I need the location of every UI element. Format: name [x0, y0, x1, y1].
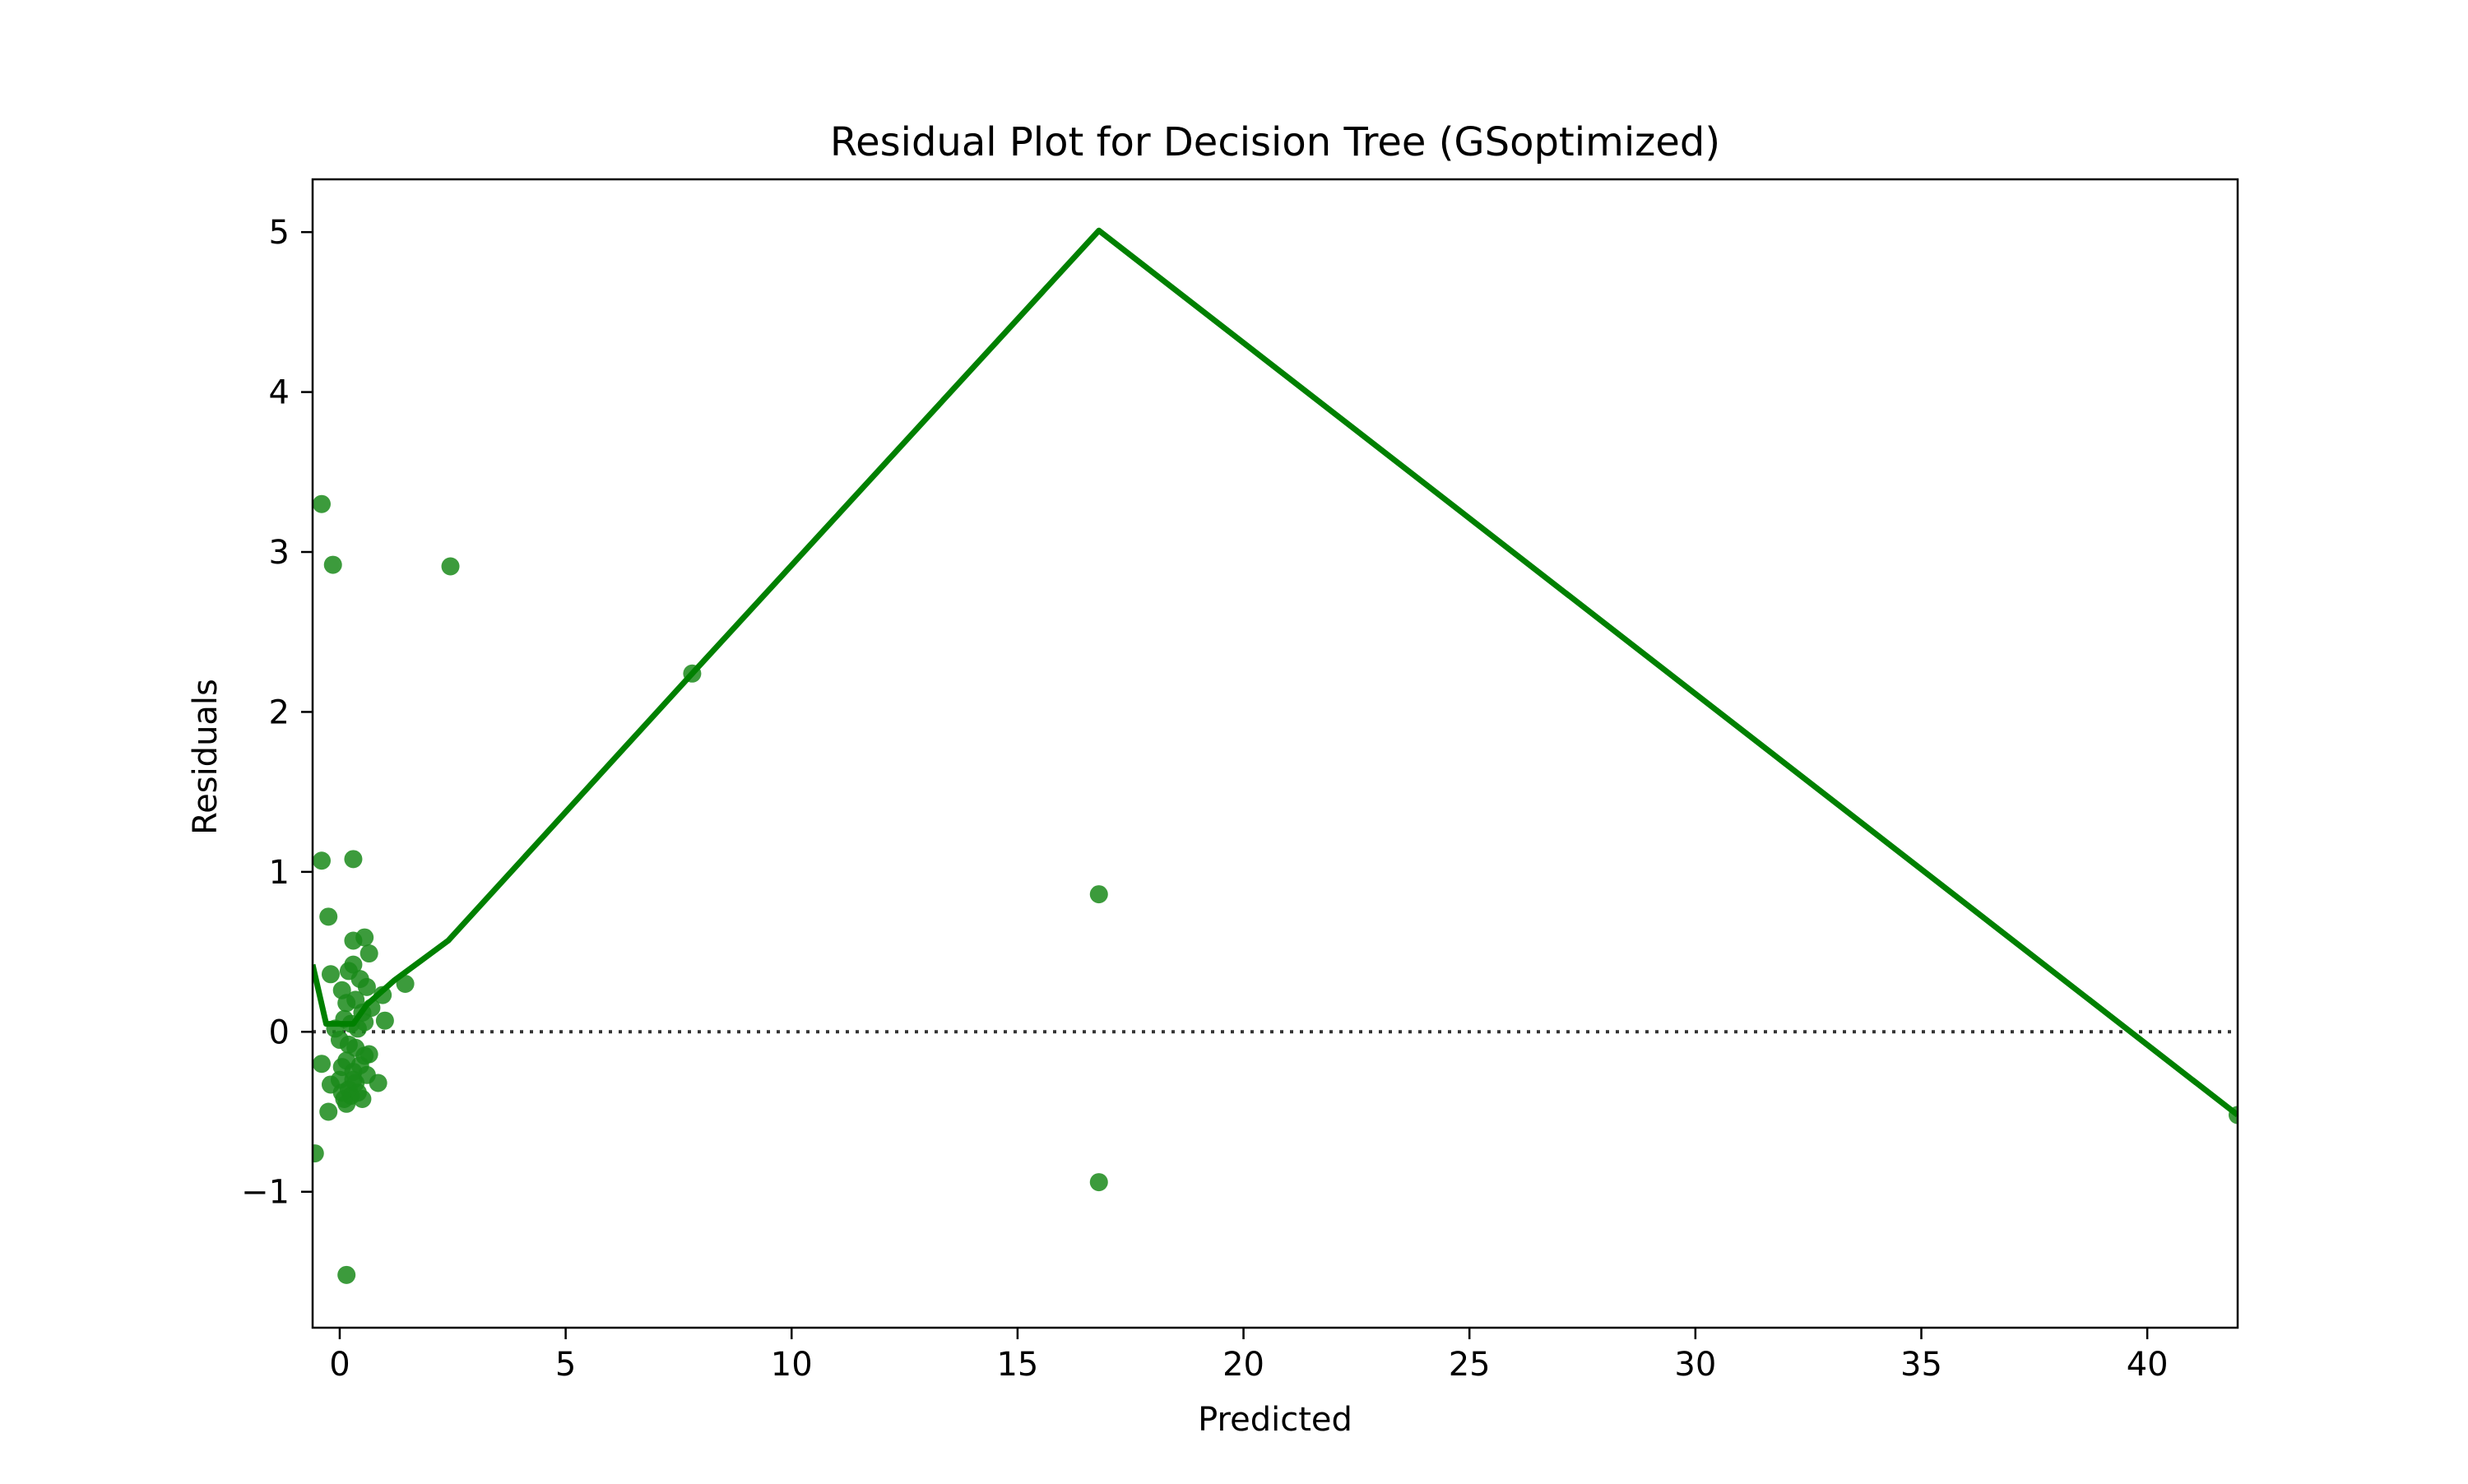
y-axis-title: Residuals [187, 679, 225, 835]
x-tick-label: 20 [1222, 1346, 1264, 1384]
residual-point [357, 977, 376, 996]
x-axis-title: Predicted [1198, 1401, 1352, 1439]
residual-point [360, 944, 378, 963]
residual-point [313, 1055, 331, 1074]
residual-point [321, 965, 340, 984]
residual-point [313, 851, 331, 870]
x-tick-label: 35 [1900, 1346, 1942, 1384]
residual-point [1089, 885, 1108, 904]
y-tick-label: −1 [241, 1174, 290, 1212]
residual-point [313, 1144, 324, 1163]
plot-area: 0 5 10 15 20 25 30 35 40 −1 0 1 2 3 4 5 [241, 178, 2239, 1384]
residual-point [441, 557, 460, 576]
residual-point [373, 985, 392, 1004]
residual-point [344, 955, 363, 974]
data-layer [313, 227, 2238, 1284]
x-tick-label: 40 [2127, 1346, 2169, 1384]
residual-point [348, 1083, 367, 1102]
x-tick-label: 10 [771, 1346, 813, 1384]
residual-point [319, 907, 338, 926]
residual-point [375, 1011, 394, 1030]
fit-line [313, 227, 2238, 1118]
residual-point [332, 1083, 351, 1102]
y-tick-label: 0 [269, 1013, 290, 1051]
y-tick-label: 2 [269, 693, 290, 731]
residual-point [313, 494, 331, 513]
residual-point [319, 1102, 338, 1121]
x-tick-label: 0 [329, 1346, 350, 1384]
y-tick-label: 5 [269, 214, 290, 252]
residual-point [344, 850, 363, 869]
y-tick-label: 4 [269, 374, 290, 412]
residual-point [337, 1265, 356, 1284]
x-tick-label: 25 [1449, 1346, 1491, 1384]
x-tick-label: 15 [996, 1346, 1038, 1384]
x-tick-label: 30 [1674, 1346, 1716, 1384]
chart-title: Residual Plot for Decision Tree (GSoptim… [830, 119, 1720, 165]
y-tick-label: 3 [269, 534, 290, 572]
axes-frame [311, 178, 2239, 1329]
residual-point [369, 1074, 387, 1092]
x-tick-label: 5 [555, 1346, 576, 1384]
residual-point [1089, 1173, 1108, 1192]
residual-point [323, 555, 342, 574]
y-tick-label: 1 [269, 854, 290, 892]
residual-point [355, 928, 374, 947]
residual-point [396, 974, 415, 993]
